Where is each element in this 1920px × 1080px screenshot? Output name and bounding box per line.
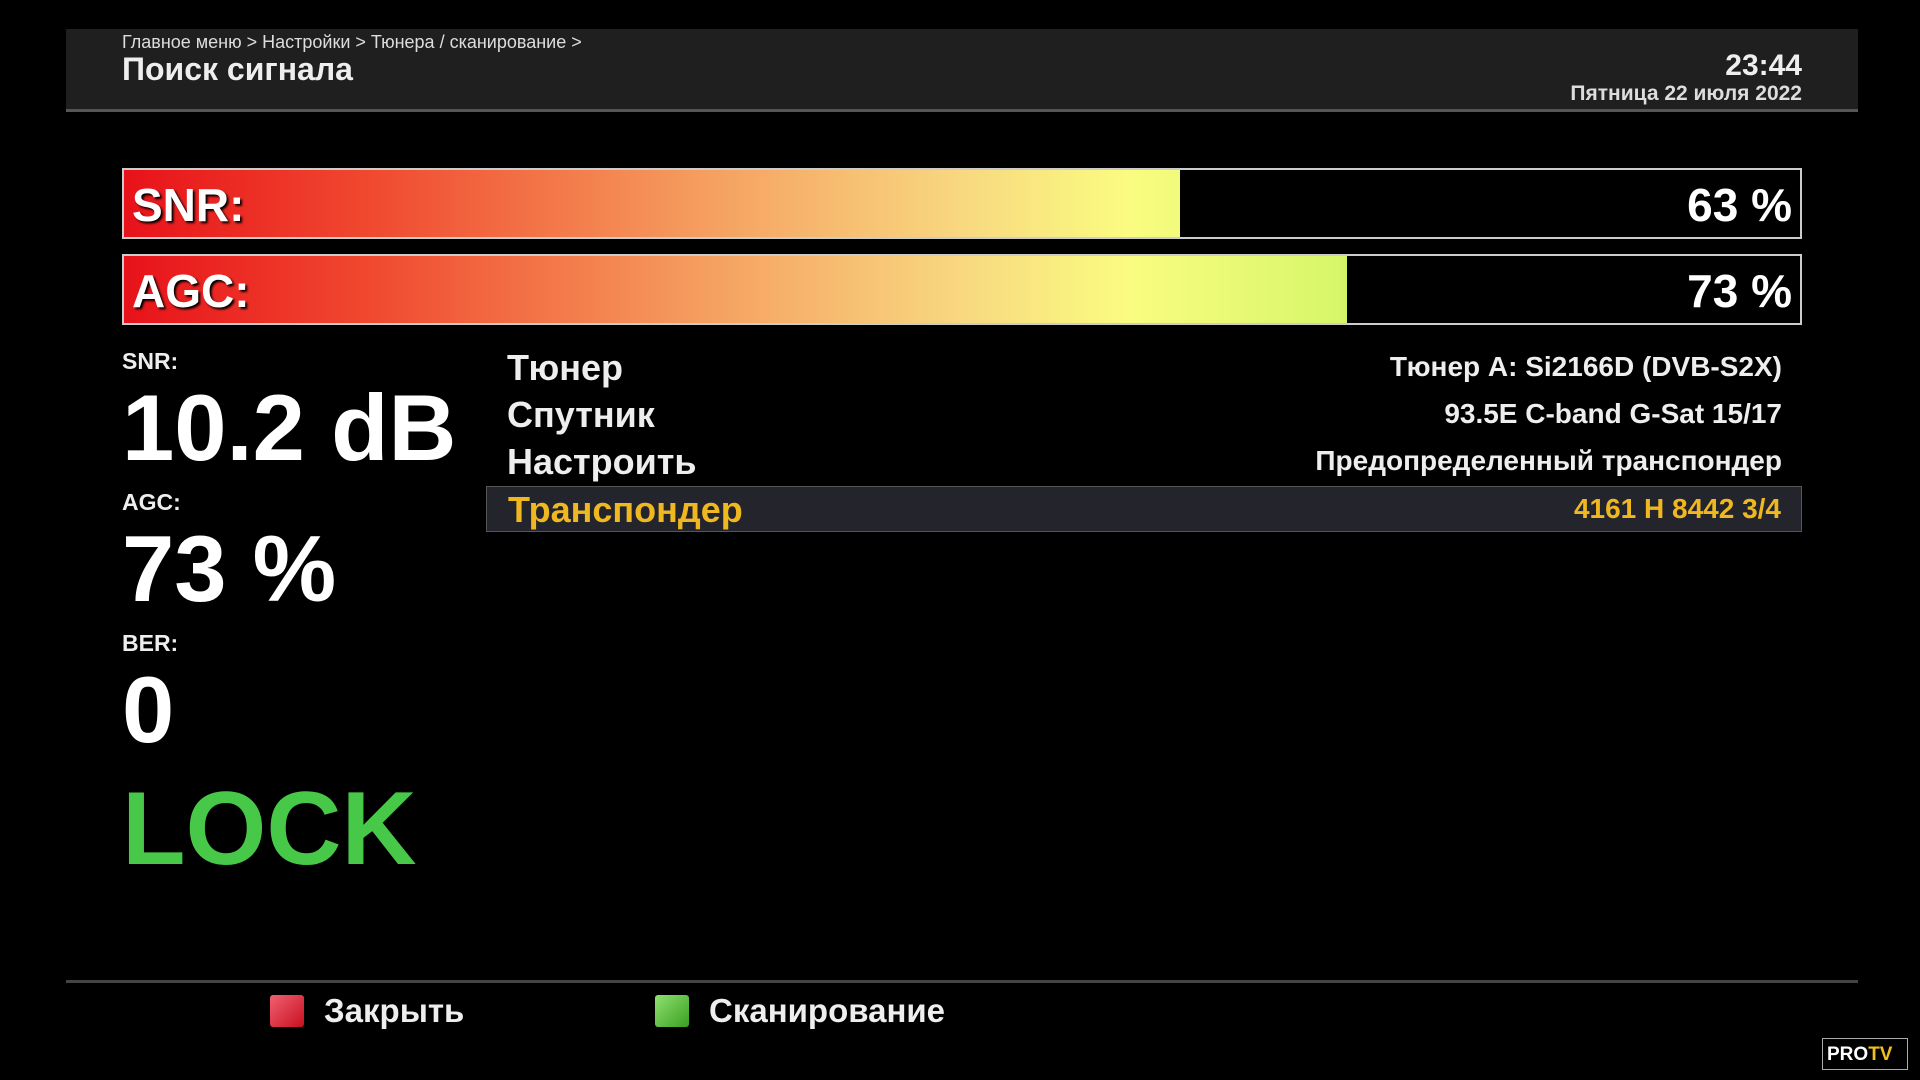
row-value: 93.5E C-band G-Sat 15/17 [1444,398,1782,429]
snr-label: SNR: [122,348,179,374]
snr-bar: SNR: 63 % [122,168,1802,239]
ber-label: BER: [122,630,179,656]
breadcrumb: Главное меню > Настройки > Тюнера / скан… [122,32,582,52]
header: Главное меню > Настройки > Тюнера / скан… [66,29,1858,112]
row-label: Транспондер [508,489,743,530]
footer-divider [66,980,1858,983]
close-button[interactable]: Закрыть [270,992,464,1030]
agc-label: AGC: [122,489,181,515]
snr-bar-percent: 63 % [1687,179,1792,231]
green-key-icon [655,995,689,1027]
snr-bar-fill [124,170,1180,237]
scan-button[interactable]: Сканирование [655,992,945,1030]
snr-bar-label: SNR: [132,179,245,231]
row-tuner[interactable]: Тюнер Тюнер A: Si2166D (DVB-S2X) [486,345,1802,391]
row-label: Тюнер [507,347,624,388]
row-configure[interactable]: Настроить Предопределенный транспондер [486,439,1802,485]
row-label: Спутник [507,394,655,435]
agc-bar-label: AGC: [132,265,250,317]
agc-bar-fill [124,256,1348,323]
protv-logo: PROTV [1822,1038,1908,1070]
row-value: Предопределенный транспондер [1315,445,1782,476]
clock: 23:44 [1725,49,1802,82]
row-value: Тюнер A: Si2166D (DVB-S2X) [1389,351,1782,382]
row-satellite[interactable]: Спутник 93.5E C-band G-Sat 15/17 [486,392,1802,438]
scan-label: Сканирование [709,992,946,1029]
row-value: 4161 H 8442 3/4 [1573,493,1781,524]
ber-value: 0 [122,657,175,762]
lock-status: LOCK [122,771,417,887]
agc-value: 73 % [122,516,337,621]
snr-value: 10.2 dB [122,375,457,480]
close-label: Закрыть [324,992,465,1029]
page-title: Поиск сигнала [122,51,353,87]
row-transponder[interactable]: Транспондер 4161 H 8442 3/4 [486,486,1802,532]
red-key-icon [270,995,304,1027]
date: Пятница 22 июля 2022 [1570,82,1802,105]
agc-bar-percent: 73 % [1687,265,1792,317]
row-label: Настроить [507,441,697,482]
agc-bar: AGC: 73 % [122,254,1802,325]
